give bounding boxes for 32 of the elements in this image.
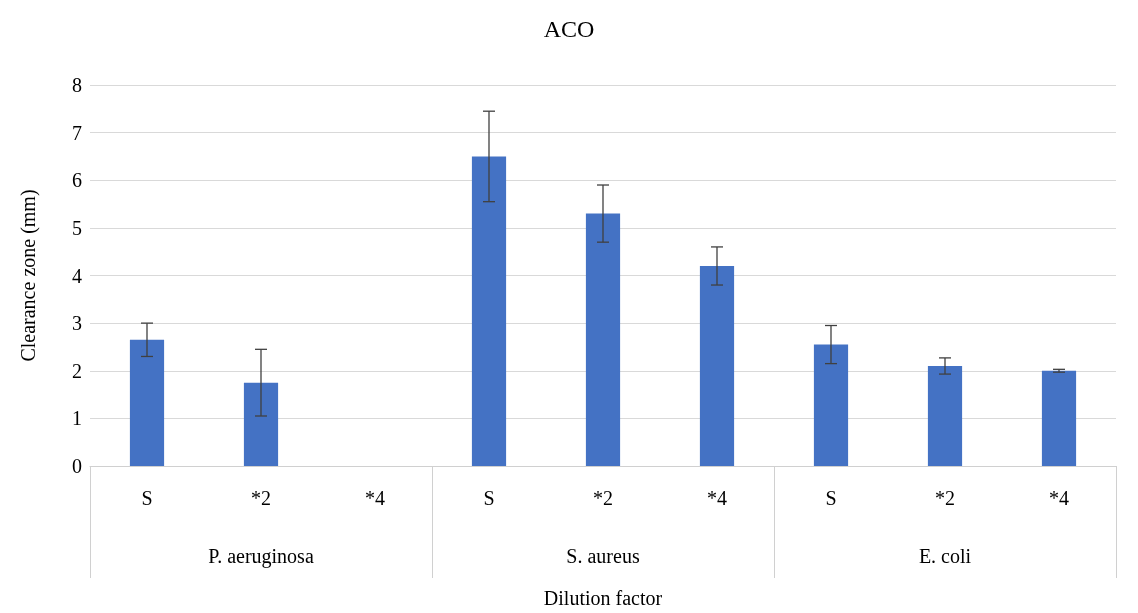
bar — [699, 265, 735, 466]
bar — [927, 365, 963, 466]
x-tick-label: *4 — [1049, 487, 1069, 509]
y-axis-title: Clearance zone (mm) — [17, 189, 40, 362]
x-tick-label: S — [141, 487, 153, 509]
bar — [585, 213, 621, 466]
x-tick-label: *2 — [593, 487, 613, 509]
chart-title: ACO — [543, 16, 595, 42]
y-tick-label: 2 — [72, 359, 82, 382]
bar — [1041, 370, 1077, 466]
bar — [129, 339, 165, 466]
text: E. coli — [918, 545, 972, 567]
y-tick-label: 1 — [72, 407, 82, 430]
x-tick-label: *2 — [251, 487, 271, 509]
y-tick-label: 5 — [72, 216, 82, 239]
bar — [471, 156, 507, 466]
bar — [813, 344, 849, 466]
y-tick-label: 8 — [72, 74, 82, 96]
text: P. aeruginosa — [208, 545, 314, 568]
x-tick-label: *2 — [935, 487, 955, 509]
x-tick-label: *4 — [707, 487, 727, 509]
x-tick-label: *4 — [365, 487, 385, 509]
y-tick-label: 6 — [72, 169, 82, 192]
y-tick-label: 7 — [72, 121, 82, 144]
x-tick-label: S — [825, 487, 837, 509]
x-tick-label: S — [483, 487, 495, 509]
text: S. aureus — [566, 545, 640, 567]
y-tick-label: 3 — [72, 312, 82, 335]
y-tick-label: 4 — [72, 264, 82, 287]
x-axis-title: Dilution factor — [543, 587, 663, 609]
y-tick-label: 0 — [72, 455, 82, 477]
bar — [243, 382, 279, 466]
